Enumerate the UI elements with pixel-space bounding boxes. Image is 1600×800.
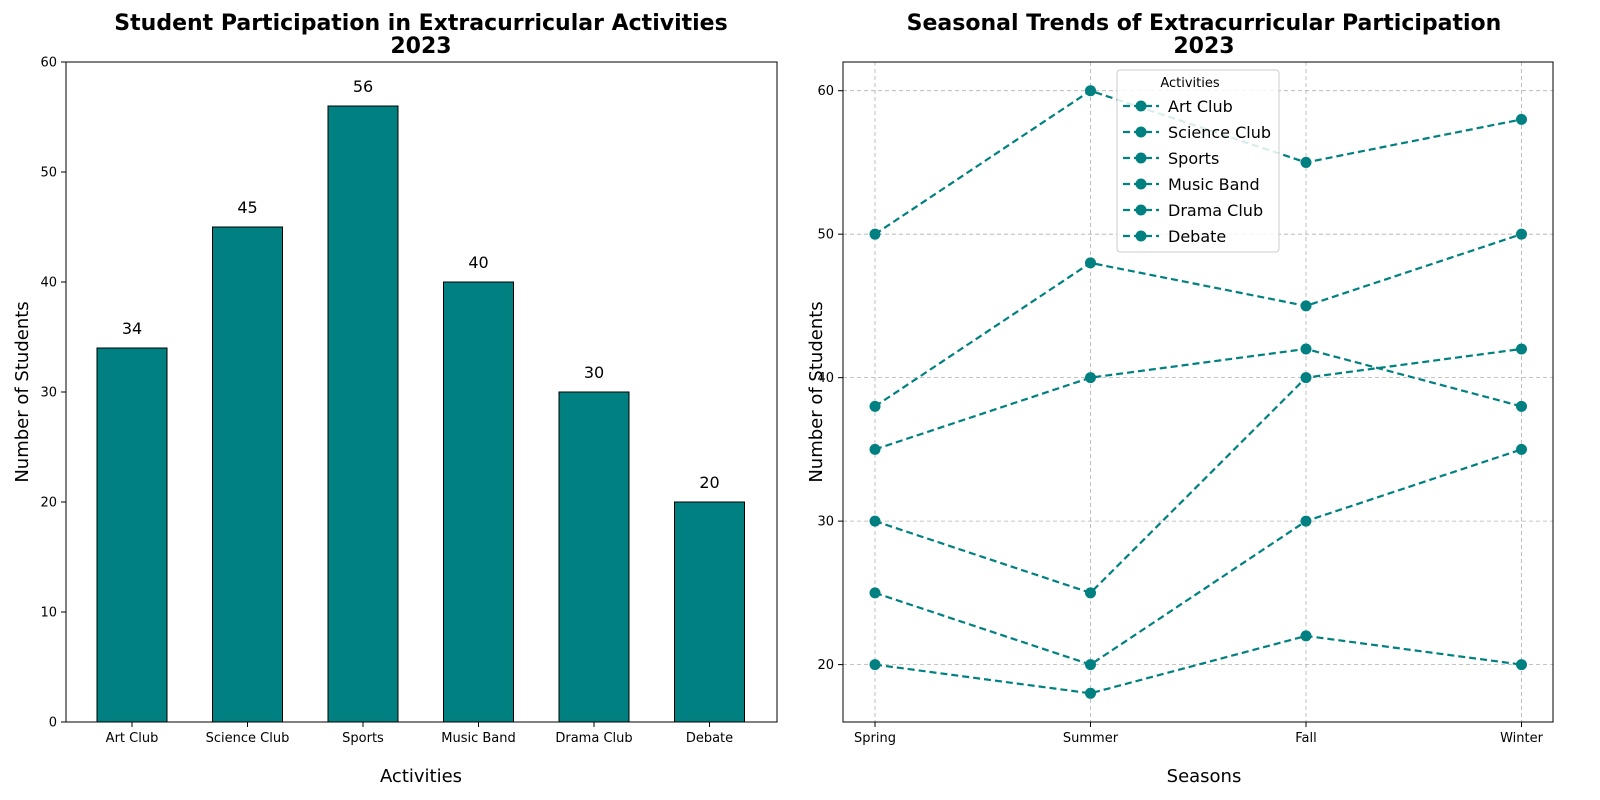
y-tick-label: 40 — [817, 371, 834, 386]
legend-marker-swatch — [1135, 100, 1147, 112]
series-line — [874, 347, 1522, 451]
series-point — [869, 515, 881, 527]
legend-title: Activities — [1160, 76, 1220, 91]
bar-value-label: 20 — [699, 473, 719, 492]
legend-marker-swatch — [1135, 152, 1147, 164]
y-tick-label: 30 — [817, 515, 834, 530]
series-line — [874, 347, 1522, 595]
series-point — [1085, 85, 1096, 97]
series-point — [1300, 156, 1312, 168]
series-point — [1516, 659, 1527, 671]
bar — [674, 501, 745, 723]
y-tick-label: 50 — [817, 228, 834, 243]
bar — [443, 281, 514, 723]
line-chart-subtitle: 2023 — [1173, 34, 1234, 59]
y-tick-label: 20 — [40, 496, 57, 511]
bar-chart-title: Student Participation in Extracurricular… — [114, 11, 727, 36]
x-tick-label: Debate — [686, 731, 733, 746]
x-tick-label: Spring — [854, 731, 896, 746]
y-tick-label: 60 — [817, 84, 834, 99]
y-tick-label: 20 — [817, 658, 834, 673]
x-tick-label: Drama Club — [555, 731, 632, 746]
legend-entry-label: Music Band — [1168, 175, 1260, 194]
bar-value-label: 30 — [584, 363, 604, 382]
series-point — [1300, 515, 1312, 527]
bar-plot-frame — [65, 61, 778, 723]
series-point — [869, 400, 881, 412]
y-tick-label: 30 — [40, 386, 57, 401]
bar-chart-xlabel: Activities — [380, 766, 462, 787]
bar — [96, 347, 168, 723]
bar — [558, 391, 630, 723]
legend-marker-swatch — [1135, 126, 1147, 138]
legend-entry-label: Sports — [1168, 149, 1219, 168]
series-point — [1516, 400, 1527, 412]
series-point — [1085, 587, 1096, 599]
bar-value-label: 45 — [237, 198, 257, 217]
series-point — [1085, 257, 1096, 269]
legend-entry-label: Art Club — [1168, 97, 1233, 116]
series-point — [1516, 343, 1527, 355]
bar-chart-subtitle: 2023 — [390, 34, 451, 59]
series-point — [1300, 372, 1312, 384]
bar — [327, 105, 399, 723]
series-point — [869, 587, 881, 599]
y-tick-label: 0 — [49, 716, 57, 731]
series-line — [874, 89, 1522, 236]
bar-value-label: 56 — [353, 77, 373, 96]
x-tick-label: Summer — [1063, 731, 1119, 746]
series-point — [1085, 659, 1096, 671]
series-line — [874, 233, 1522, 408]
line-chart-ylabel: Number of Students — [806, 301, 827, 482]
bar-chart: 34 Art Club 45 Science Club 56 Sports 40 Music … — [40, 56, 778, 746]
legend-entry-label: Drama Club — [1168, 201, 1263, 220]
line-chart-title: Seasonal Trends of Extracurricular Parti… — [907, 11, 1502, 36]
y-tick-label: 40 — [40, 276, 57, 291]
series-point — [1300, 630, 1312, 642]
bar-chart-ylabel: Number of Students — [12, 301, 33, 482]
legend-marker-swatch — [1135, 178, 1147, 190]
legend-marker-swatch — [1135, 204, 1147, 216]
legend-entry-label: Science Club — [1168, 123, 1271, 142]
series-point — [1085, 372, 1096, 384]
series-point — [1516, 113, 1527, 125]
series-point — [1516, 228, 1527, 240]
legend-entry-label: Debate — [1168, 227, 1226, 246]
bar — [212, 226, 283, 723]
series-point — [869, 228, 881, 240]
series-point — [869, 443, 881, 455]
y-tick-label: 60 — [40, 56, 57, 71]
legend-box — [1116, 69, 1280, 253]
bar-value-label: 34 — [122, 319, 142, 338]
x-tick-label: Art Club — [106, 731, 159, 746]
series-point — [1300, 300, 1312, 312]
series-point — [869, 659, 881, 671]
series-point — [1516, 443, 1527, 455]
x-tick-label: Fall — [1295, 731, 1316, 746]
legend-marker-swatch — [1135, 230, 1147, 242]
y-tick-label: 50 — [40, 166, 57, 181]
x-tick-label: Winter — [1500, 731, 1544, 746]
line-plot-frame — [842, 61, 1554, 723]
bar-value-label: 40 — [468, 253, 488, 272]
x-tick-label: Sports — [342, 731, 384, 746]
series-point — [1085, 687, 1096, 699]
series-line — [874, 448, 1522, 666]
x-tick-label: Science Club — [206, 731, 290, 746]
series-point — [1300, 343, 1312, 355]
y-tick-label: 10 — [40, 606, 57, 621]
line-chart-xlabel: Seasons — [1167, 766, 1242, 787]
line-chart: Spring Summer Fall Winter 20 30 40 50 60 Activiti… — [817, 61, 1554, 746]
x-tick-label: Music Band — [441, 731, 516, 746]
